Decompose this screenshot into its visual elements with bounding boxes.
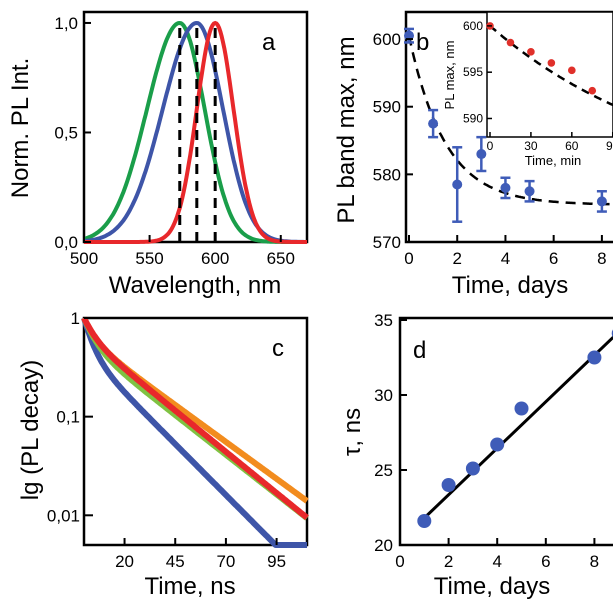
panel-c-xlabel: Time, ns (144, 573, 235, 600)
x-tick-label: 70 (216, 552, 235, 571)
inset-fit-curve (489, 24, 613, 107)
panel-a-letter: a (262, 29, 276, 56)
decay-line-red (81, 316, 309, 521)
panel-b-inset-frame (486, 11, 613, 138)
fit-line (423, 335, 613, 520)
inset-x-tick-label: 30 (524, 139, 538, 153)
inset-x-tick-label: 0 (487, 139, 494, 153)
y-tick-label: 25 (374, 461, 393, 480)
y-tick-label: 1 (71, 309, 80, 328)
y-tick-label: 0,0 (54, 233, 78, 252)
data-point (524, 186, 535, 197)
x-tick-label: 650 (267, 249, 295, 268)
x-tick-label: 0 (404, 249, 413, 268)
fit-curve (407, 35, 613, 206)
panel-d-ylabel: τ, ns (339, 408, 366, 456)
x-tick-label: 600 (201, 249, 229, 268)
data-point (428, 118, 439, 129)
x-tick-label: 0 (395, 552, 404, 571)
panel-b-inset-ylabel: PL max, nm (442, 41, 457, 110)
panel-d-letter: d (413, 337, 426, 364)
panel-b-ylabel: PL band max, nm (333, 36, 360, 223)
y-tick-label: 580 (373, 165, 401, 184)
y-tick-label: 1,0 (54, 14, 78, 33)
panel-c-ylabel: lg (PL decay) (17, 360, 44, 501)
inset-y-tick-label: 590 (463, 111, 483, 125)
x-tick-label: 20 (115, 552, 134, 571)
data-point (596, 196, 607, 207)
data-point (476, 149, 487, 160)
data-point (465, 461, 480, 476)
x-tick-label: 8 (590, 552, 599, 571)
panel-b-letter: b (416, 29, 429, 56)
panel-c-letter: c (272, 335, 284, 362)
panel-a-ylabel: Norm. PL Int. (7, 58, 34, 198)
panel-c: 20 45 70 95 0,01 0,1 1 c Time, ns lg (PL decay… (17, 309, 309, 600)
y-tick-label: 0,5 (54, 123, 78, 142)
y-tick-label: 0,01 (47, 506, 80, 525)
inset-x-tick-label: 60 (565, 139, 579, 153)
inset-x-tick-label: 90 (606, 139, 613, 153)
data-point (587, 350, 602, 365)
panel-a: 500 550 600 650 0,0 0,5 1,0 a Wavelength, nm N… (7, 10, 309, 299)
panel-b-inset-xlabel: Time, min (525, 153, 582, 168)
y-tick-label: 30 (374, 386, 393, 405)
panel-d-xlabel: Time, days (434, 573, 550, 600)
data-point (500, 182, 511, 193)
y-tick-label: 0,1 (56, 408, 80, 427)
inset-data-point (568, 66, 576, 75)
x-tick-label: 500 (70, 249, 98, 268)
panel-b-inset: 0 30 60 90 590 595 600 Time, min PL max, nm (442, 11, 613, 168)
inset-data-point (527, 48, 535, 56)
inset-data-point (588, 86, 597, 95)
y-tick-label: 570 (373, 233, 401, 252)
data-point (452, 179, 463, 190)
y-tick-label: 600 (373, 30, 401, 49)
data-point (490, 437, 505, 452)
panel-a-xlabel: Wavelength, nm (109, 272, 282, 299)
x-tick-label: 6 (549, 249, 558, 268)
x-tick-label: 2 (452, 249, 461, 268)
x-tick-label: 550 (135, 249, 163, 268)
inset-y-tick-label: 595 (463, 65, 483, 79)
panel-d: 0 2 4 6 8 20 25 30 35 d Time, days τ, ns (339, 311, 613, 600)
y-tick-label: 35 (374, 311, 393, 330)
data-point (417, 514, 432, 528)
x-tick-label: 2 (444, 552, 453, 571)
x-tick-label: 6 (541, 552, 550, 571)
x-tick-label: 8 (597, 249, 606, 268)
panel-b-xlabel: Time, days (452, 272, 568, 299)
inset-data-point (547, 59, 556, 67)
data-point (441, 478, 456, 492)
y-tick-label: 590 (373, 98, 401, 117)
x-tick-label: 4 (492, 552, 501, 571)
x-tick-label: 45 (166, 552, 185, 571)
data-point (514, 401, 529, 416)
decay-line-blue (81, 317, 309, 548)
y-tick-label: 20 (374, 536, 393, 555)
x-tick-label: 4 (501, 249, 510, 268)
inset-data-point (506, 38, 515, 47)
x-tick-label: 95 (267, 552, 286, 571)
inset-y-tick-label: 600 (463, 19, 483, 33)
